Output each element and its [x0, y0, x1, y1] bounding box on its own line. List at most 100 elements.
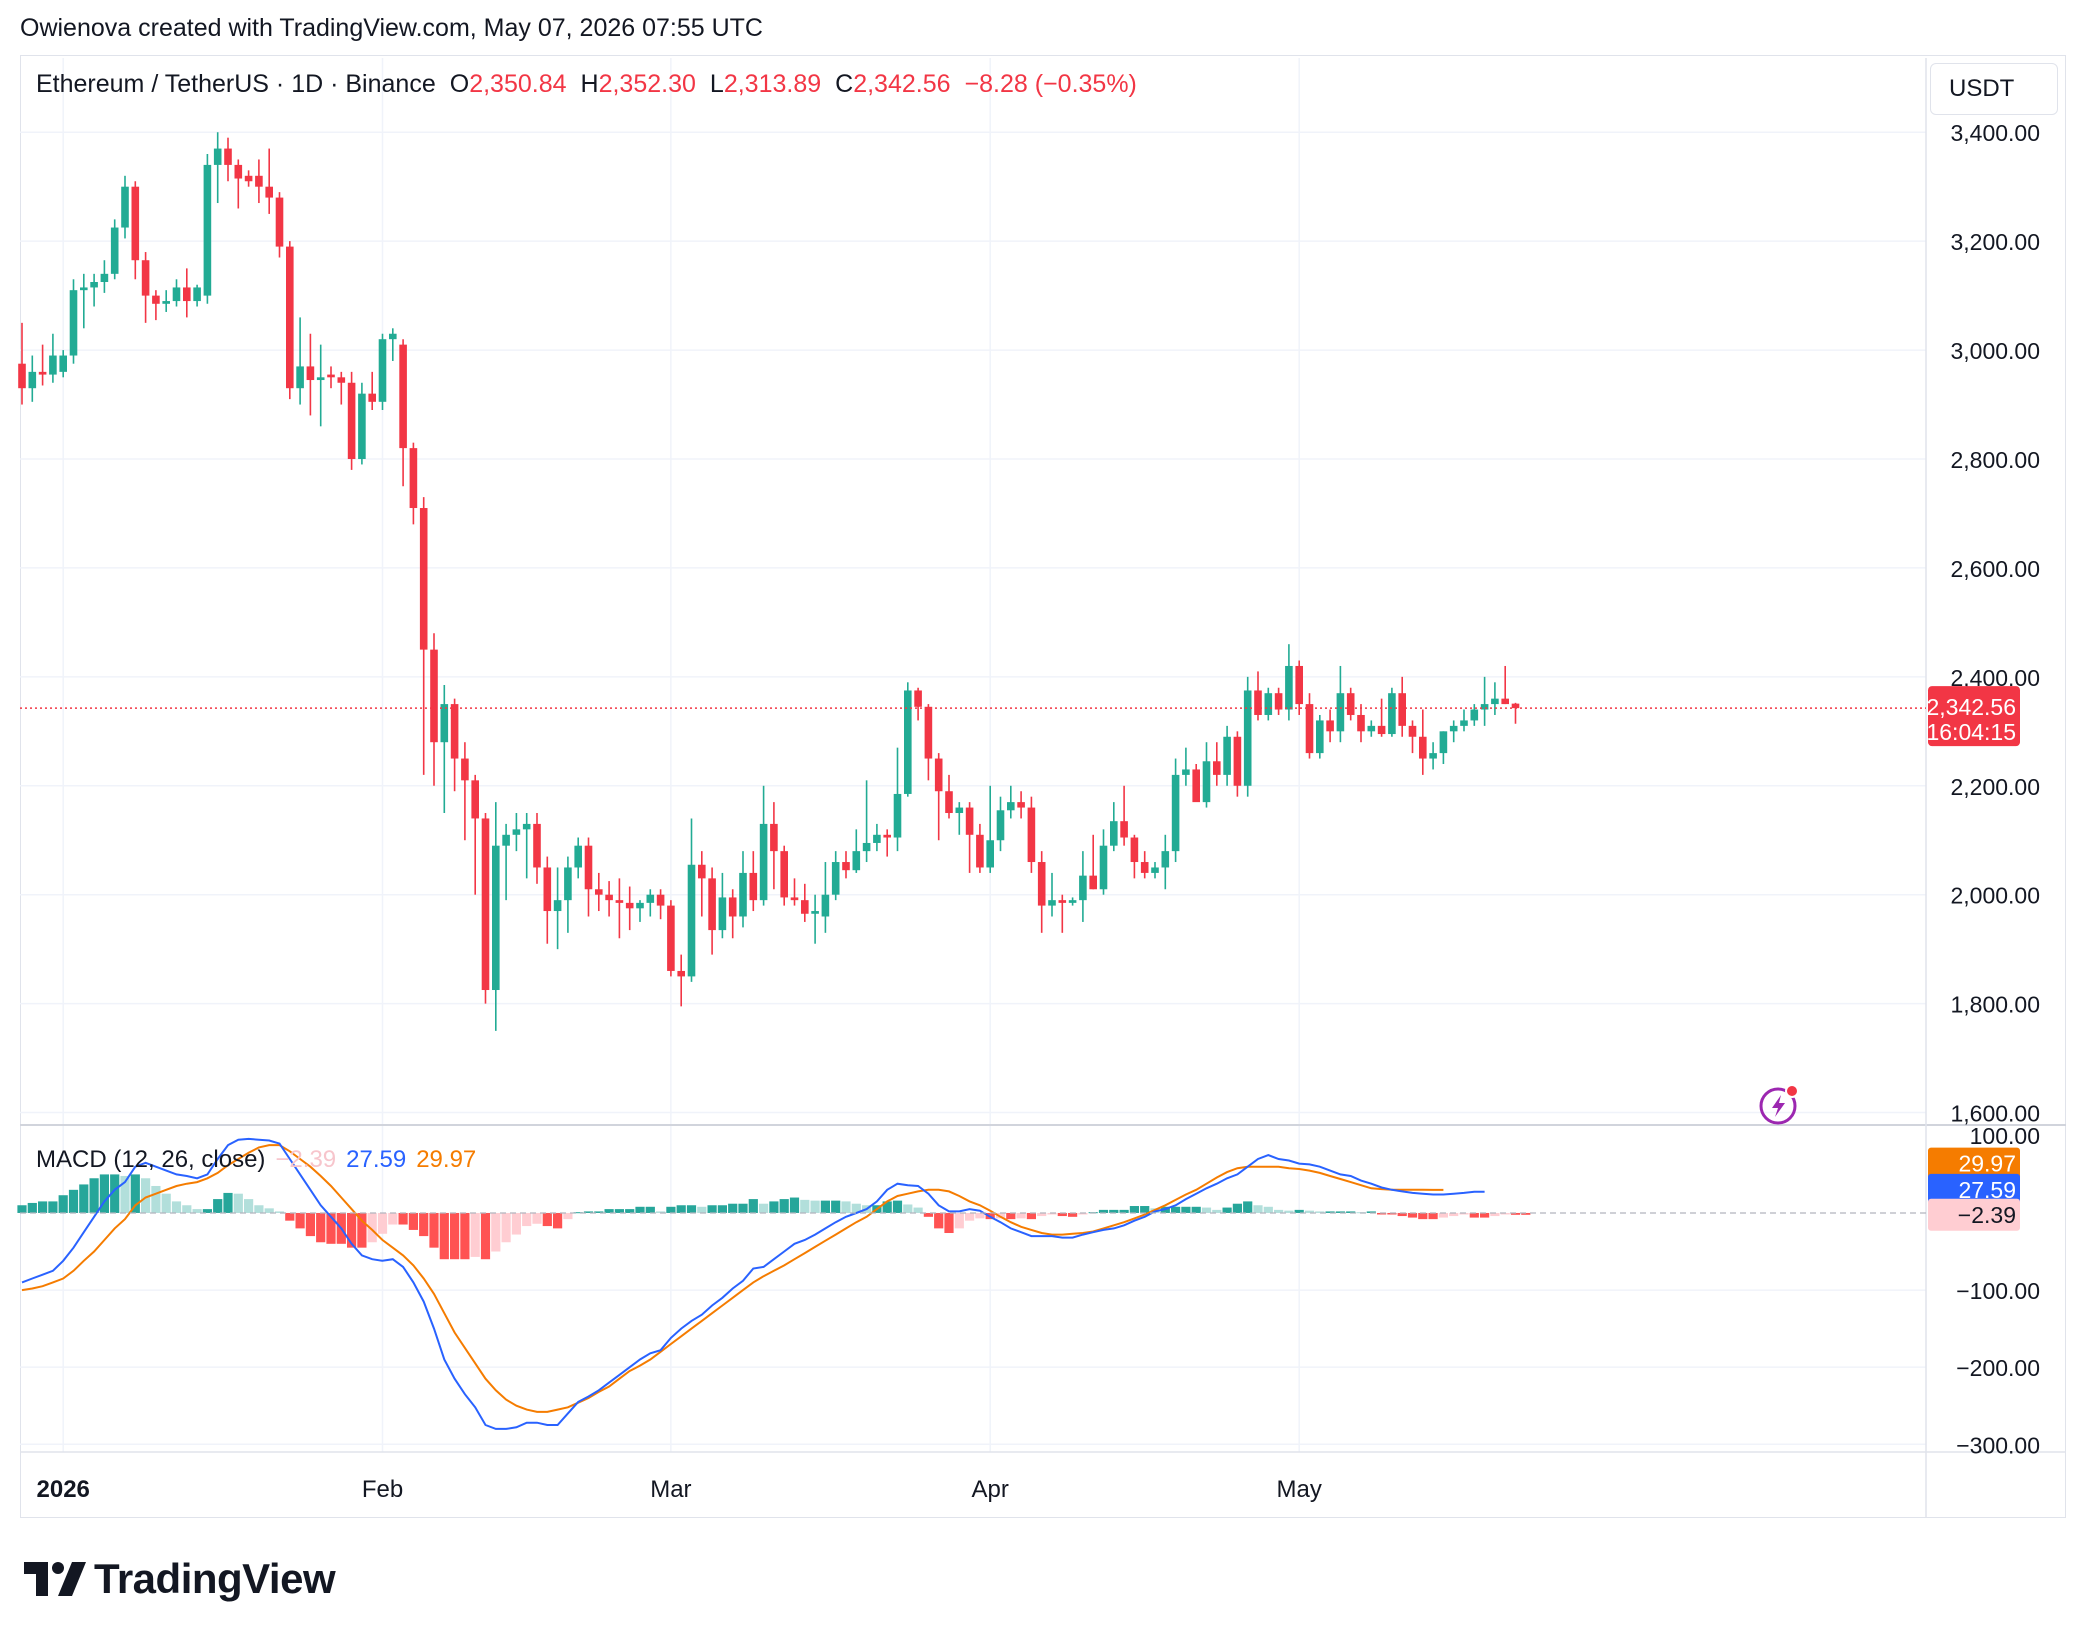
macd-histogram-bar [419, 1212, 429, 1237]
macd-histogram-bar [347, 1212, 357, 1248]
candle [183, 268, 191, 318]
candle [141, 252, 150, 323]
candle-body [1130, 837, 1139, 863]
candle-body [1171, 774, 1180, 852]
candle [584, 837, 593, 917]
flash-icon[interactable] [1758, 1082, 1802, 1126]
macd-histogram-bar [326, 1212, 336, 1244]
candle [934, 753, 943, 841]
macd-histogram-bar [141, 1178, 151, 1213]
candle [914, 687, 922, 721]
candle-body [1213, 761, 1221, 775]
candle [852, 829, 861, 873]
candle-body [1398, 693, 1406, 726]
price-tick-label: 1,600.00 [1950, 1101, 2040, 1127]
candle-body [1285, 665, 1293, 710]
candle-body [337, 377, 346, 383]
candle-body [203, 164, 212, 296]
macd-tick-label: −100.00 [1956, 1278, 2040, 1304]
macd-histogram-bar [522, 1212, 532, 1227]
macd-histogram-bar [656, 1211, 666, 1213]
macd-histogram-bar [954, 1212, 964, 1229]
macd-histogram-bar [965, 1212, 975, 1221]
candle-body [564, 867, 572, 901]
price-tick-label: 1,800.00 [1950, 992, 2040, 1018]
candle-body [389, 333, 397, 340]
macd-line [21, 1137, 1485, 1430]
candle [1264, 687, 1273, 721]
candle [1408, 720, 1417, 754]
candle-body [1140, 862, 1149, 873]
candle-body [1223, 736, 1231, 775]
macd-histogram-bar [831, 1200, 841, 1213]
macd-histogram-bar [975, 1212, 985, 1219]
candle-body [419, 508, 428, 650]
candle-body [141, 260, 150, 296]
candle [368, 371, 376, 410]
candle [996, 796, 1005, 852]
candle-body [522, 823, 531, 830]
candle-body [1346, 693, 1355, 715]
price-tick-label: 3,000.00 [1950, 338, 2040, 364]
macd-histogram-bar [1325, 1211, 1335, 1213]
macd-histogram-bar [1335, 1211, 1345, 1213]
candle [687, 818, 696, 982]
macd-histogram-bar [130, 1174, 140, 1213]
candle-body [831, 862, 840, 895]
candle [1367, 720, 1376, 737]
macd-histogram-bar [48, 1201, 58, 1213]
candle [677, 954, 685, 1007]
time-tick-label: May [1277, 1476, 1322, 1503]
candle-body [1367, 725, 1376, 732]
macd-histogram-bar [1232, 1203, 1242, 1213]
candle [1058, 894, 1067, 933]
macd-histogram-bar [1263, 1206, 1273, 1213]
macd-histogram-bar [625, 1209, 635, 1213]
candle-body [1449, 725, 1458, 732]
price-tick-label: 3,400.00 [1950, 120, 2040, 146]
open-label: O [449, 70, 470, 98]
candle-body [213, 148, 222, 165]
candle-body [492, 845, 500, 991]
candle [80, 273, 88, 329]
tradingview-logo[interactable]: TradingView [24, 1555, 336, 1602]
candle [358, 382, 366, 465]
candle-body [533, 823, 541, 868]
candle [100, 260, 109, 293]
macd-histogram-bar [717, 1205, 727, 1213]
candle [893, 747, 902, 852]
macd-histogram-bar [769, 1201, 779, 1213]
candle-body [224, 148, 232, 165]
high-label: H [580, 70, 599, 98]
macd-hist-label: −2.39 [1958, 1202, 2016, 1228]
macd-histogram-bar [1315, 1211, 1325, 1213]
candle [698, 851, 706, 917]
macd-histogram-bar [1191, 1206, 1201, 1213]
candle [337, 371, 346, 405]
candle-body [1460, 720, 1468, 726]
candle-body [934, 758, 943, 792]
candle [1357, 704, 1365, 743]
axes [20, 58, 2066, 1518]
currency-selector[interactable]: USDT [1930, 63, 2058, 115]
macd-histogram-bar [1129, 1206, 1139, 1213]
candle [1398, 676, 1406, 737]
macd-tick-label: 100.00 [1970, 1123, 2040, 1149]
macd-histogram-bar [789, 1197, 800, 1213]
candle-body [687, 864, 696, 977]
candle-body [1264, 693, 1273, 715]
macd-histogram-bar [1438, 1212, 1448, 1218]
macd-histogram-bar [923, 1212, 933, 1217]
candle-body [49, 355, 57, 375]
candle [1233, 731, 1242, 797]
candle [533, 813, 541, 884]
candle [1110, 802, 1118, 852]
macd-histogram-bar [697, 1206, 707, 1213]
candle-body [1326, 720, 1334, 732]
candle-body [1058, 900, 1067, 903]
macd-histogram-bar [542, 1212, 552, 1227]
candle [399, 339, 407, 487]
candle [986, 785, 994, 873]
macd-histogram-bar [377, 1212, 388, 1234]
